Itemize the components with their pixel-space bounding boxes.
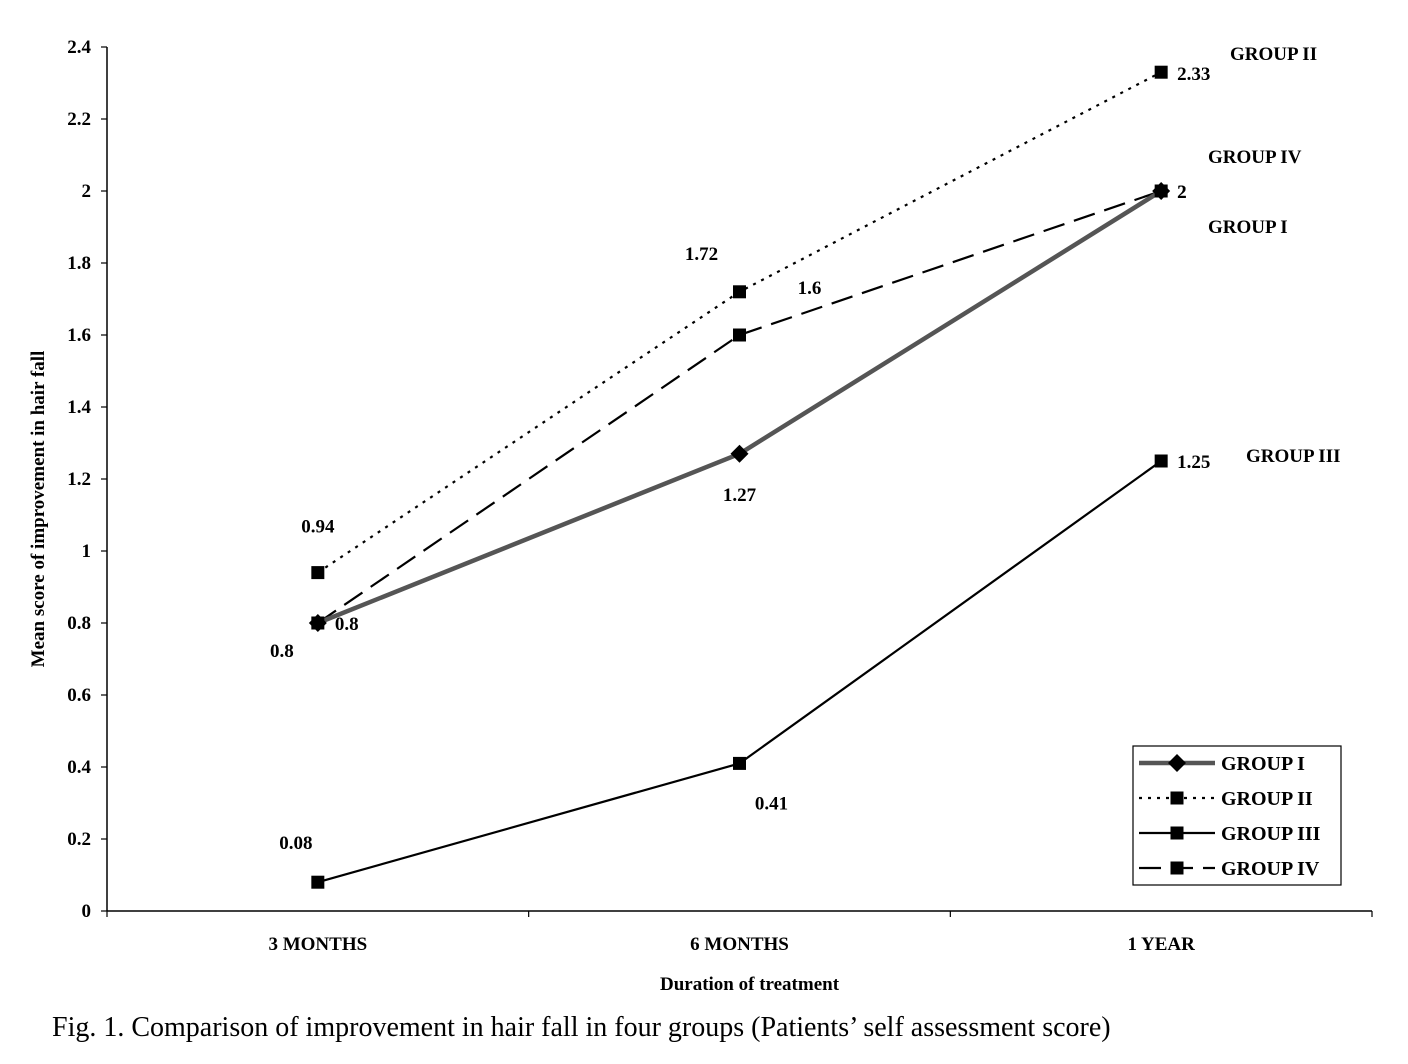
data-label-group-iv: 1.6 (798, 278, 822, 299)
y-tick-label: 2.2 (67, 109, 91, 130)
x-tick-label: 6 MONTHS (690, 934, 789, 955)
data-label-group-i: 0.8 (270, 641, 294, 662)
series-markers (308, 65, 1171, 889)
data-label-group-iii: 0.41 (755, 793, 788, 814)
figure-caption: Fig. 1. Comparison of improvement in hai… (52, 1012, 1111, 1043)
series-line-group-i (316, 189, 1163, 626)
data-point-group-ii (733, 285, 746, 299)
data-point-group-iii (311, 875, 325, 889)
line-chart: 0 0.2 0.4 0.6 0.8 1 1.2 1.4 1.6 1.8 2 2.2 2.4 3 MONT… (28, 37, 1373, 995)
y-tick-label: 1.8 (67, 253, 91, 274)
data-label-group-ii: 0.94 (301, 517, 335, 538)
data-point-group-iii (1154, 454, 1168, 468)
y-tick-label: 0.4 (67, 757, 91, 778)
data-point-group-iv (733, 328, 746, 342)
y-axis-title: Mean score of improvement in hair fall (28, 351, 49, 668)
legend-entry-group-iii: GROUP III (1221, 823, 1321, 845)
annotation-group-i: GROUP I (1208, 217, 1288, 238)
data-point-group-ii (311, 566, 325, 580)
data-point-group-ii (1154, 65, 1168, 79)
y-tick-label: 2 (82, 181, 92, 202)
data-label-group-iv: 0.8 (335, 614, 359, 635)
x-tick-label: 1 YEAR (1127, 934, 1195, 955)
legend-swatch-marker (1170, 826, 1184, 840)
data-label-group-i: 1.27 (723, 485, 757, 506)
data-point-group-iii (733, 756, 746, 770)
legend-box (1132, 745, 1342, 886)
y-tick-label: 0.2 (67, 829, 91, 850)
x-axis-ticks: 3 MONTHS 6 MONTHS 1 YEAR (106, 911, 1373, 955)
y-tick-label: 0.6 (67, 685, 91, 706)
series-line-group-iii (317, 460, 1162, 884)
y-tick-label: 1.2 (67, 469, 91, 490)
annotation-group-iv: GROUP IV (1208, 147, 1302, 168)
legend-entry-group-ii: GROUP II (1221, 788, 1313, 810)
y-tick-label: 1 (82, 541, 92, 562)
data-label-group-i: 2 (1177, 182, 1187, 203)
legend: GROUP I GROUP II GROUP III GROUP IV (1132, 745, 1342, 886)
data-label-group-ii: 1.72 (685, 244, 718, 265)
data-label-group-iii: 1.25 (1177, 452, 1210, 473)
data-label-group-ii: 2.33 (1177, 64, 1210, 85)
data-point-group-i (308, 614, 327, 632)
y-tick-label: 2.4 (67, 37, 91, 58)
series-annotations: GROUP II GROUP IV GROUP I GROUP III (1208, 44, 1341, 467)
y-tick-label: 1.6 (67, 325, 91, 346)
legend-swatch-marker (1170, 791, 1184, 805)
annotation-group-iii: GROUP III (1246, 446, 1341, 467)
y-tick-label: 0.8 (67, 613, 91, 634)
data-label-group-iv: 2 (1177, 182, 1187, 203)
data-point-group-i (730, 444, 749, 463)
legend-entry-group-i: GROUP I (1221, 753, 1305, 775)
annotation-group-ii: GROUP II (1230, 44, 1317, 65)
data-label-group-iii: 0.08 (279, 833, 312, 854)
y-axis-ticks: 0 0.2 0.4 0.6 0.8 1 1.2 1.4 1.6 1.8 2 2.2 2.4 (67, 37, 107, 922)
series-line-group-iv (317, 189, 1162, 624)
y-tick-label: 1.4 (67, 397, 91, 418)
x-axis-title: Duration of treatment (660, 974, 840, 995)
legend-swatch-marker (1170, 861, 1184, 875)
data-point-group-i (1152, 182, 1171, 200)
legend-swatch-marker (1168, 754, 1186, 772)
y-tick-label: 0 (82, 901, 92, 922)
legend-entry-group-iv: GROUP IV (1221, 858, 1320, 880)
x-tick-label: 3 MONTHS (268, 934, 367, 955)
